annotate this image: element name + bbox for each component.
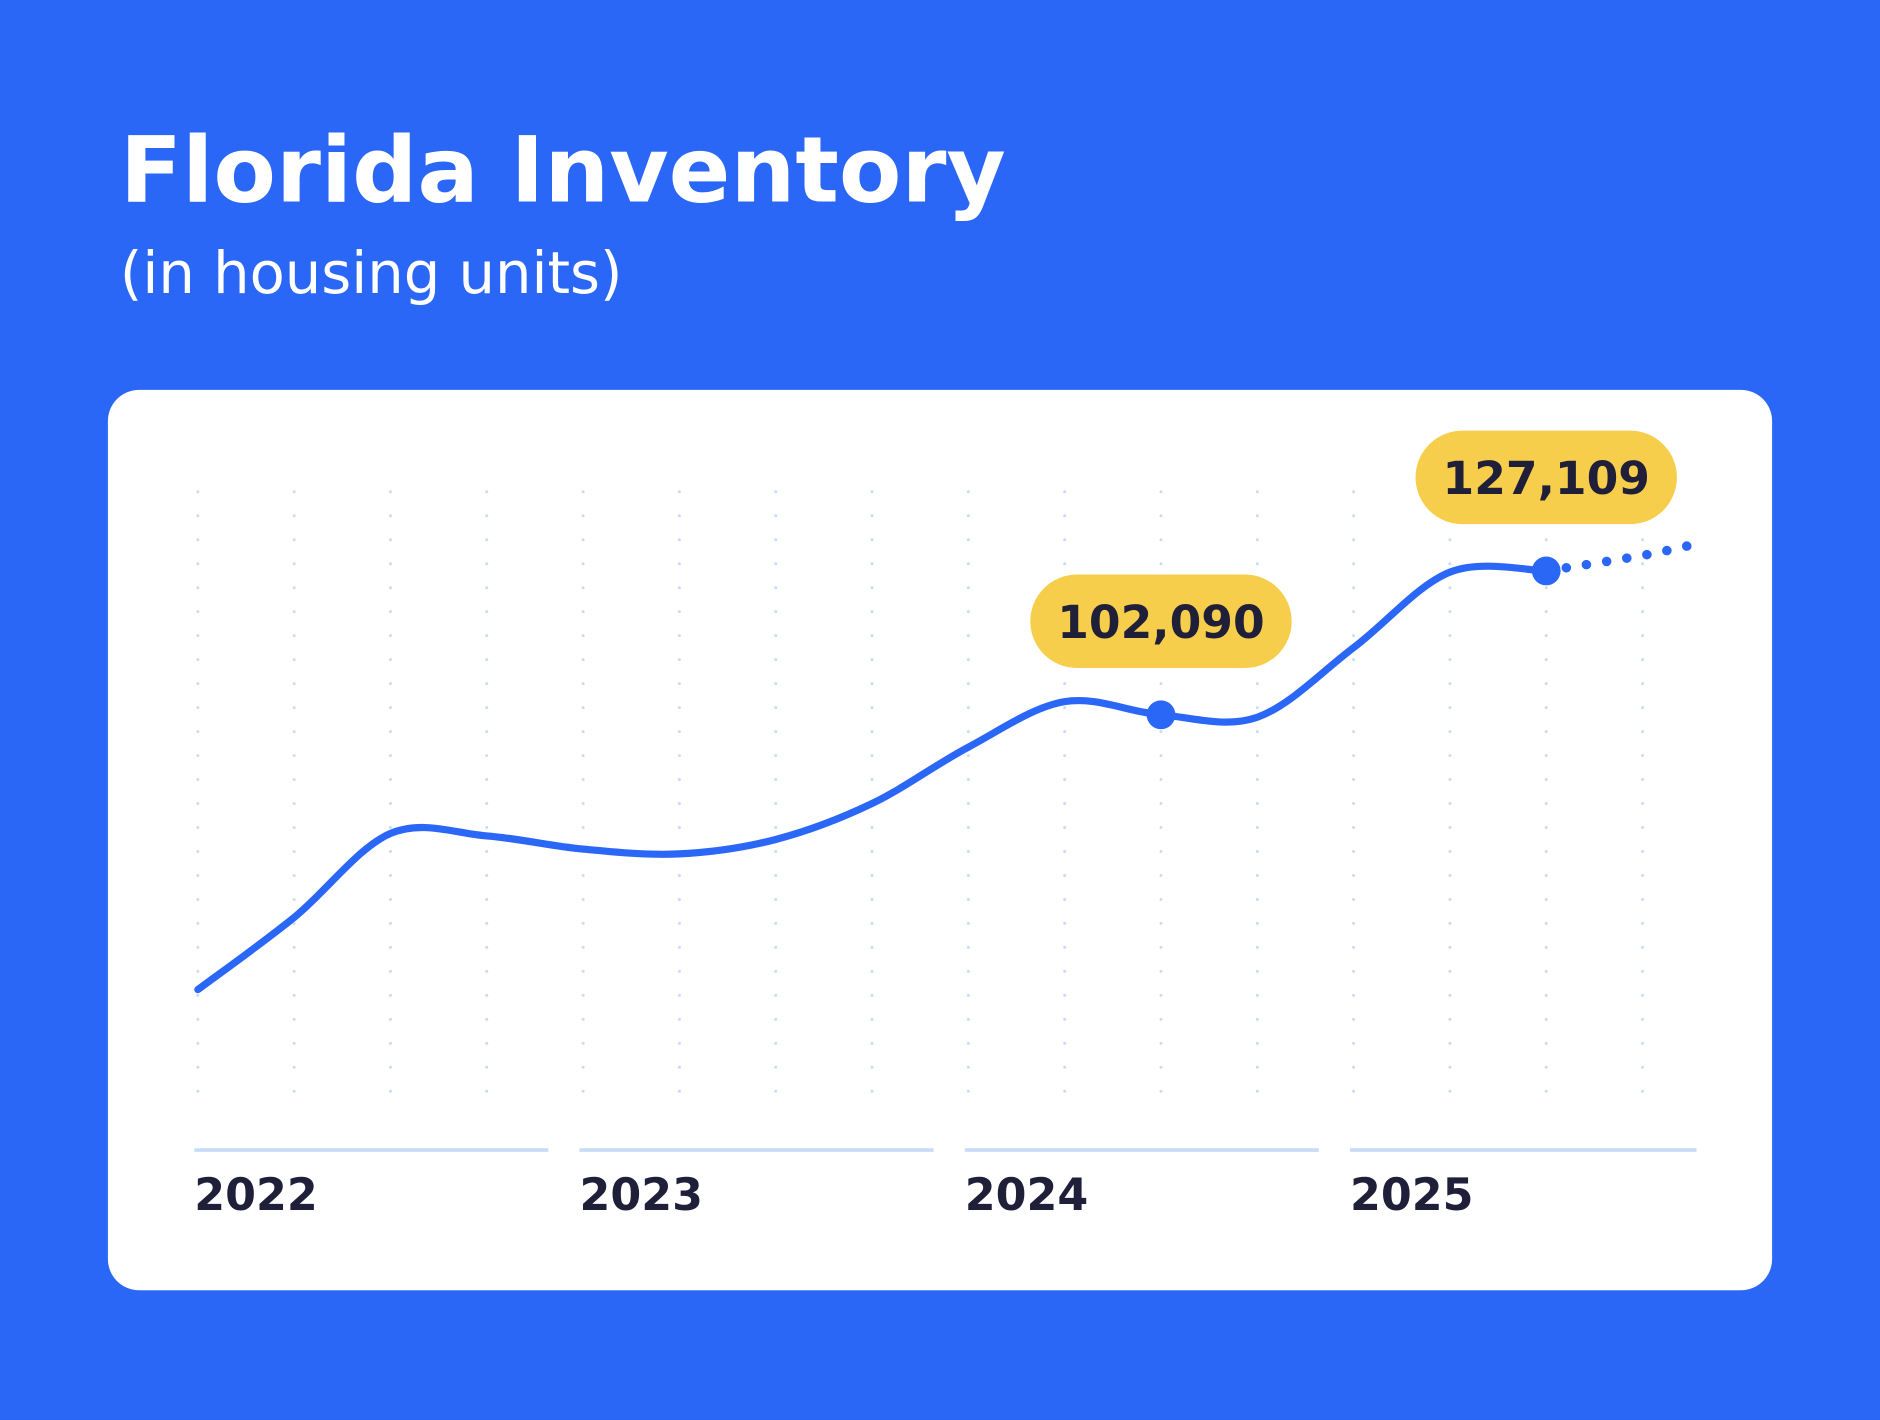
value-label-pill — [1415, 430, 1677, 525]
data-label: 102,090 — [1057, 596, 1264, 649]
chart-card — [107, 389, 1773, 1291]
annotations: 102,090 127,109 — [1030, 430, 1677, 730]
chart-subtitle: (in housing units) — [120, 240, 623, 307]
value-label-pill — [1030, 574, 1292, 669]
data-point — [1146, 700, 1176, 730]
series-lines — [194, 539, 1702, 994]
x-tick-label: 2024 — [965, 1170, 1088, 1221]
projection-line — [1541, 539, 1702, 576]
data-label: 127,109 — [1443, 452, 1650, 505]
data-point — [1531, 556, 1561, 586]
x-tick-label: 2025 — [1350, 1170, 1473, 1221]
x-axis: 2022 2023 2024 2025 — [194, 1148, 1697, 1221]
x-tick-label: 2022 — [194, 1170, 317, 1221]
series-line — [194, 562, 1550, 994]
chart-title: Florida Inventory — [120, 118, 1006, 224]
x-tick-label: 2023 — [579, 1170, 702, 1221]
